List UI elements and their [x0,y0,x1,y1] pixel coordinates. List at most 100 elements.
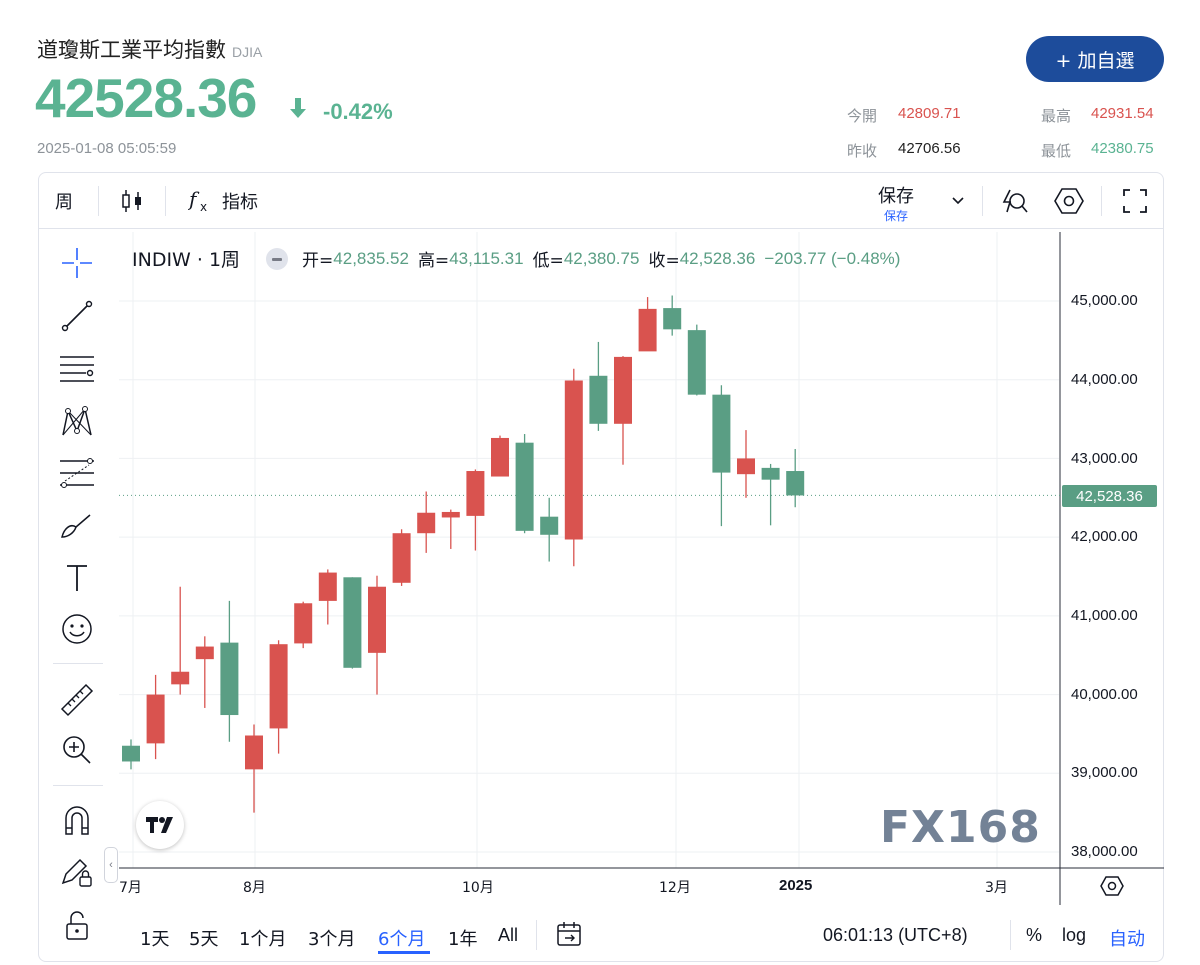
candle-body [638,308,657,352]
prev-close-value: 42706.56 [898,140,961,157]
axis-settings-icon[interactable] [1100,875,1124,902]
price-tick: 38,000.00 [1071,843,1138,860]
candle-body [195,646,214,660]
last-price: 42528.36 [35,67,257,129]
log-toggle[interactable]: log [1062,925,1087,945]
candle-body [294,603,313,644]
pattern-icon[interactable] [59,404,95,440]
save-sublabel: 保存 [884,209,909,223]
range-1d[interactable]: 1天 [140,929,170,950]
candle-body [343,577,362,668]
high-value: 42931.54 [1091,105,1154,122]
clock-display[interactable]: 06:01:13 (UTC+8) [823,925,968,945]
legend-low-key: 低= [532,251,564,271]
horizontal-lines-icon[interactable] [59,352,95,388]
time-tick: 3月 [985,880,1008,896]
open-value: 42809.71 [898,105,961,122]
legend-change: −203.77 (−0.48%) [764,248,901,268]
fx168-watermark: FX168 [880,802,1041,853]
trend-line-icon[interactable] [59,298,95,334]
legend-open-key: 开= [302,251,334,271]
candle-body [589,375,608,424]
legend-close: 42,528.36 [679,248,756,268]
candle-body [171,671,190,685]
low-label: 最低 [1041,142,1072,160]
candle-body [540,516,559,535]
chart-widget [38,172,1164,962]
save-button[interactable]: 保存 [878,186,914,207]
ohlc-legend: INDIW · 1周 开= 42,835.52 高= 43,115.31 低= 42,… [132,245,909,272]
candle-type-icon[interactable] [120,172,144,229]
legend-low: 42,380.75 [563,248,640,268]
settings-gear-icon[interactable] [1053,172,1085,229]
interval-button[interactable]: 周 [55,191,73,213]
magnet-icon[interactable] [59,803,95,839]
svg-text:x: x [200,200,207,214]
date-range-icon[interactable] [555,920,583,953]
time-tick: 7月 [119,880,142,896]
auto-scale-toggle[interactable]: 自动 [1109,929,1145,950]
candle-body [614,356,632,424]
candle-body [466,471,485,516]
unlock-icon[interactable] [59,908,95,944]
price-tick: 43,000.00 [1071,450,1138,467]
candle-body [441,511,460,518]
legend-high-key: 高= [417,251,450,271]
open-label: 今開 [847,107,878,125]
crosshair-icon[interactable] [59,245,95,281]
brush-icon[interactable] [59,508,95,544]
candle-body [786,471,805,496]
text-tool-icon[interactable] [59,560,95,596]
fullscreen-icon[interactable] [1122,172,1148,229]
collapse-toolbar-button[interactable]: ‹ [104,847,118,883]
index-title: 道瓊斯工業平均指數 DJIA [37,34,262,64]
active-range-underline [378,951,430,954]
add-watchlist-button[interactable]: + 加自選 [1026,36,1164,82]
indicators-button[interactable]: 指标 [222,191,258,213]
range-1y[interactable]: 1年 [448,929,478,950]
candle-body [712,394,731,473]
hide-series-icon[interactable] [266,247,289,270]
low-value: 42380.75 [1091,140,1154,157]
price-tick: 42,000.00 [1071,528,1138,545]
candle-body [491,437,509,477]
candle-body [417,512,436,534]
emoji-icon[interactable] [59,611,95,647]
time-tick: 2025 [779,877,813,894]
price-tick: 40,000.00 [1071,686,1138,703]
drawing-toolbar [39,230,116,960]
range-all[interactable]: All [498,925,519,945]
range-6m[interactable]: 6个月 [378,929,426,950]
range-5d[interactable]: 5天 [189,929,219,950]
zoom-in-icon[interactable] [59,732,95,768]
index-code: DJIA [232,44,263,60]
time-tick: 10月 [462,880,494,896]
prev-close-label: 昨收 [847,142,878,160]
candle-body [687,330,706,395]
lock-drawing-icon[interactable] [59,854,95,890]
candle-body [368,586,386,653]
candle-body [318,572,337,601]
candle-body [122,745,140,762]
legend-close-key: 收= [648,251,680,271]
candle-body [564,380,583,540]
legend-high: 43,115.31 [449,248,524,268]
candle-body [761,467,780,480]
change-percent: -0.42% [323,99,393,124]
fib-retracement-icon[interactable] [59,456,95,492]
candle-body [737,458,755,475]
price-tick: 39,000.00 [1071,764,1138,781]
alert-icon[interactable] [1000,172,1030,229]
high-label: 最高 [1041,107,1072,125]
ruler-icon[interactable] [59,682,95,718]
chevron-down-icon[interactable] [951,172,965,229]
range-1m[interactable]: 1个月 [239,929,287,950]
range-3m[interactable]: 3个月 [308,929,356,950]
index-name: 道瓊斯工業平均指數 [37,38,226,62]
tradingview-logo[interactable] [136,801,184,849]
percent-toggle[interactable]: % [1026,925,1043,945]
arrow-down-icon [288,96,308,125]
